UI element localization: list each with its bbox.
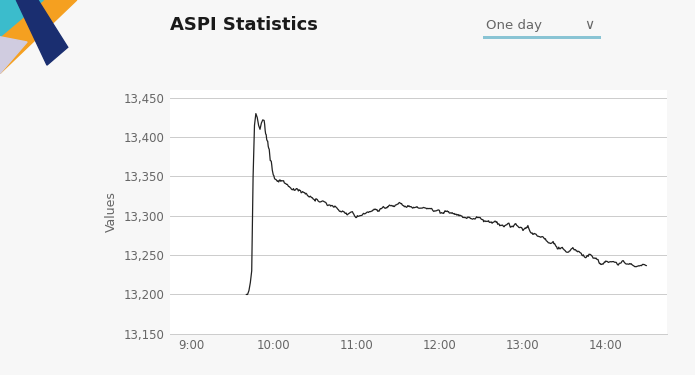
Polygon shape xyxy=(0,37,27,74)
Polygon shape xyxy=(0,0,43,37)
Text: ASPI Statistics: ASPI Statistics xyxy=(170,16,318,34)
Text: One day: One day xyxy=(486,19,543,32)
Polygon shape xyxy=(16,0,68,65)
Polygon shape xyxy=(0,0,76,74)
Text: ∨: ∨ xyxy=(584,18,594,32)
Y-axis label: Values: Values xyxy=(105,191,118,232)
